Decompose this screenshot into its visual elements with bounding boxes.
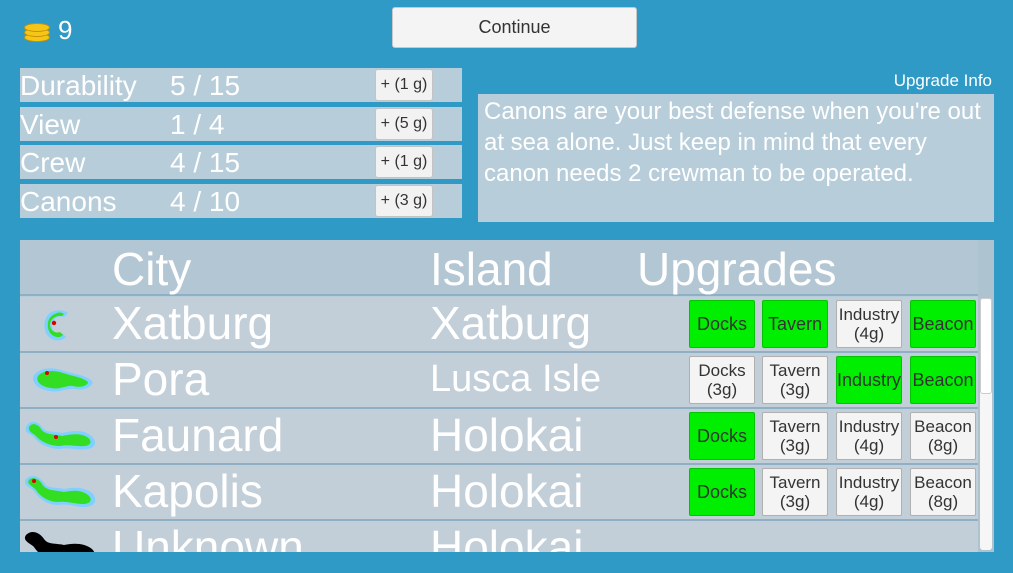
table-row: Unknown Holokai (20, 521, 978, 552)
tavern-upgrade-button[interactable]: Tavern (3g) (762, 356, 828, 404)
city-name: Xatburg (112, 297, 274, 349)
stat-row-view: View 1 / 4 + (5 g) (20, 106, 462, 141)
upgrade-crew-button[interactable]: + (1 g) (375, 146, 433, 178)
stat-name: Durability (20, 70, 137, 101)
upgrade-label: Tavern (769, 417, 821, 436)
upgrade-label: Tavern (767, 313, 823, 334)
stat-row-durability: Durability 5 / 15 + (1 g) (20, 68, 462, 102)
upgrade-label: Industry (836, 369, 902, 390)
header-island: Island (430, 243, 553, 295)
upgrade-label: Beacon (912, 369, 974, 390)
table-row: Faunard Holokai Docks Tavern (3g) Industr… (20, 409, 978, 465)
city-name: Unknown (112, 521, 304, 552)
upgrade-label: Beacon (914, 473, 972, 492)
upgrade-cost: (3g) (706, 380, 738, 399)
industry-upgrade-button[interactable]: Industry (836, 356, 902, 404)
tavern-upgrade-button[interactable]: Tavern (3g) (762, 412, 828, 460)
island-holokai-icon (24, 476, 96, 507)
island-unknown-icon (25, 532, 95, 552)
gold-display: 9 (22, 12, 72, 48)
ship-stats-panel: Durability 5 / 15 + (1 g) View 1 / 4 + (… (20, 68, 462, 223)
upgrade-label: Docks (696, 313, 747, 334)
beacon-upgrade-button[interactable]: Beacon (910, 300, 976, 348)
upgrade-label: Docks (698, 361, 746, 380)
island-xatburg-icon (44, 310, 68, 341)
upgrade-info-title: Upgrade Info (893, 71, 992, 90)
upgrade-info-text: Canons are your best defense when you're… (478, 94, 994, 222)
upgrade-cost: (8g) (927, 436, 959, 455)
upgrade-label: Beacon (912, 313, 974, 334)
island-name: Lusca Isle (430, 358, 602, 400)
stat-row-canons: Canons 4 / 10 + (3 g) (20, 183, 462, 218)
upgrade-durability-button[interactable]: + (1 g) (375, 69, 433, 101)
docks-upgrade-button[interactable]: Docks (689, 468, 755, 516)
upgrade-cost: (3g) (779, 492, 811, 511)
upgrade-cost: (8g) (927, 492, 959, 511)
upgrade-cost: (4g) (853, 324, 885, 343)
table-header: City Island Upgrades (20, 240, 978, 296)
stat-name: Crew (20, 147, 86, 178)
stat-value: 1 / 4 (170, 108, 225, 140)
upgrade-label: Industry (838, 305, 900, 324)
beacon-upgrade-button[interactable]: Beacon (8g) (910, 468, 976, 516)
gold-amount: 9 (58, 14, 73, 45)
city-name: Faunard (112, 409, 284, 461)
stat-value: 5 / 15 (170, 70, 241, 101)
industry-upgrade-button[interactable]: Industry (4g) (836, 300, 902, 348)
upgrade-label: Docks (696, 425, 747, 446)
island-holokai-icon (25, 421, 96, 450)
upgrade-cost: (3g) (779, 436, 811, 455)
docks-upgrade-button[interactable]: Docks (689, 412, 755, 460)
industry-upgrade-button[interactable]: Industry (4g) (836, 412, 902, 460)
table-row: Xatburg Xatburg Docks Tavern Industry (4g… (20, 297, 978, 353)
upgrade-label: Industry (838, 417, 900, 436)
industry-upgrade-button[interactable]: Industry (4g) (836, 468, 902, 516)
stat-value: 4 / 10 (170, 185, 241, 217)
docks-upgrade-button[interactable]: Docks (3g) (689, 356, 755, 404)
island-lusca-icon (33, 368, 93, 392)
header-city: City (112, 243, 192, 295)
upgrade-cost: (4g) (853, 436, 885, 455)
tavern-upgrade-button[interactable]: Tavern (3g) (762, 468, 828, 516)
table-scrollbar[interactable] (978, 240, 994, 552)
upgrade-label: Tavern (769, 361, 821, 380)
island-name: Holokai (430, 521, 584, 552)
upgrade-label: Tavern (769, 473, 821, 492)
island-name: Xatburg (430, 297, 592, 349)
city-name: Kapolis (112, 465, 263, 517)
upgrade-label: Industry (838, 473, 900, 492)
table-row: Kapolis Holokai Docks Tavern (3g) Industr… (20, 465, 978, 521)
coins-icon (22, 19, 52, 42)
city-table: City Island Upgrades Xatburg Xatburg Doc… (20, 240, 994, 552)
table-row: Pora Lusca Isle Docks (3g) Tavern (3g) Ind… (20, 353, 978, 409)
upgrade-cost: (3g) (779, 380, 811, 399)
docks-upgrade-button[interactable]: Docks (689, 300, 755, 348)
upgrade-label: Beacon (914, 417, 972, 436)
city-name: Pora (112, 353, 210, 405)
header-upgrades: Upgrades (637, 243, 837, 295)
stat-value: 4 / 15 (170, 147, 241, 178)
scroll-thumb[interactable] (980, 298, 992, 394)
island-name: Holokai (430, 409, 584, 461)
upgrade-view-button[interactable]: + (5 g) (375, 107, 433, 140)
island-name: Holokai (430, 465, 584, 517)
upgrade-label: Docks (696, 481, 747, 502)
upgrade-canons-button[interactable]: + (3 g) (375, 184, 433, 217)
tavern-upgrade-button[interactable]: Tavern (762, 300, 828, 348)
beacon-upgrade-button[interactable]: Beacon (910, 356, 976, 404)
beacon-upgrade-button[interactable]: Beacon (8g) (910, 412, 976, 460)
upgrade-cost: (4g) (853, 492, 885, 511)
stat-row-crew: Crew 4 / 15 + (1 g) (20, 145, 462, 179)
stat-name: View (20, 108, 81, 140)
stat-name: Canons (20, 185, 117, 217)
continue-button[interactable]: Continue (392, 7, 637, 48)
